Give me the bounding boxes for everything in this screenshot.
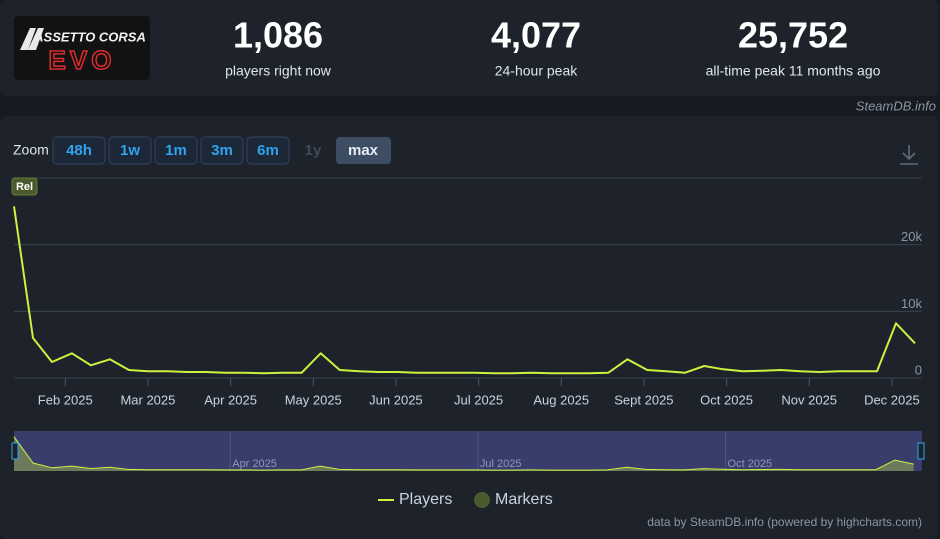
- source: SteamDB.info: [856, 98, 936, 113]
- navigator-label: Jul 2025: [480, 458, 522, 470]
- line-series: [13, 206, 916, 375]
- x-tick-label: Oct 2025: [700, 392, 753, 407]
- flag-label: Rel: [16, 181, 33, 193]
- zoom-text[interactable]: 6m: [257, 142, 279, 159]
- navigator-label: Oct 2025: [728, 458, 773, 470]
- legend-swatch: [474, 492, 490, 508]
- x-tick-label: Jun 2025: [369, 392, 423, 407]
- stat-label: all-time peak 11 months ago: [706, 63, 881, 79]
- zoom-button[interactable]: 6m: [246, 136, 290, 165]
- navigator-handle[interactable]: [917, 442, 925, 460]
- chart-panel: [0, 116, 938, 539]
- stat-label: players right now: [225, 63, 332, 79]
- x-tick-label: Mar 2025: [120, 392, 175, 407]
- zoom-text-disabled: 1y: [305, 142, 322, 159]
- x-tick-label: Jul 2025: [454, 392, 503, 407]
- zoom-button[interactable]: 1w: [108, 136, 152, 165]
- zoom-button-active[interactable]: max: [336, 137, 391, 164]
- zoom-text[interactable]: 48h: [66, 142, 92, 159]
- x-tick-label: Nov 2025: [781, 392, 837, 407]
- zoom-text[interactable]: 3m: [211, 142, 233, 159]
- x-tick-label: Sept 2025: [614, 392, 673, 407]
- logo-evo: EVO: [49, 45, 116, 75]
- logo-mark: [20, 28, 44, 50]
- stat-label: 24-hour peak: [495, 63, 579, 79]
- navigator-handle[interactable]: [11, 442, 19, 460]
- y-tick-label: 0: [915, 362, 922, 377]
- zoom-label: Zoom: [13, 142, 49, 158]
- credits: data by SteamDB.info (powered by highcha…: [647, 515, 922, 529]
- stat: 4,077 24-hour peak: [491, 15, 581, 79]
- logo-text: ASSETTO CORSA: [33, 29, 146, 44]
- y-tick-label: 20k: [901, 229, 922, 244]
- zoom-button[interactable]: 3m: [200, 136, 244, 165]
- download-icon[interactable]: [900, 145, 918, 165]
- zoom-text[interactable]: 1m: [165, 142, 187, 159]
- zoom-text[interactable]: max: [348, 142, 379, 159]
- y-tick-label: 10k: [901, 296, 922, 311]
- x-tick-label: May 2025: [285, 392, 342, 407]
- flag: [11, 177, 38, 196]
- stat: 25,752 all-time peak 11 months ago: [706, 15, 881, 79]
- x-tick-label: Dec 2025: [864, 392, 920, 407]
- legend-label[interactable]: Players: [399, 491, 452, 508]
- stats-panel: [0, 0, 938, 96]
- navigator: [14, 431, 922, 471]
- x-tick-label: Apr 2025: [204, 392, 257, 407]
- stat-value: 4,077: [491, 15, 581, 56]
- stat-value: 1,086: [233, 15, 323, 56]
- chart-content: 0 10k 20k Feb 2025 Mar 2025 Apr 2025 May 2025 J…: [11, 177, 925, 508]
- stat: 1,086 players right now: [225, 15, 332, 79]
- zoom-button[interactable]: 48h: [52, 136, 106, 165]
- x-tick-label: Aug 2025: [533, 392, 589, 407]
- navigator-line: [13, 436, 914, 471]
- logo: [14, 16, 150, 80]
- legend-label[interactable]: Markers: [495, 491, 553, 508]
- zoom-text[interactable]: 1w: [120, 142, 140, 159]
- zoom-button[interactable]: 1m: [154, 136, 198, 165]
- navigator-label: Apr 2025: [232, 458, 277, 470]
- stat-value: 25,752: [738, 15, 848, 56]
- x-tick-label: Feb 2025: [38, 392, 93, 407]
